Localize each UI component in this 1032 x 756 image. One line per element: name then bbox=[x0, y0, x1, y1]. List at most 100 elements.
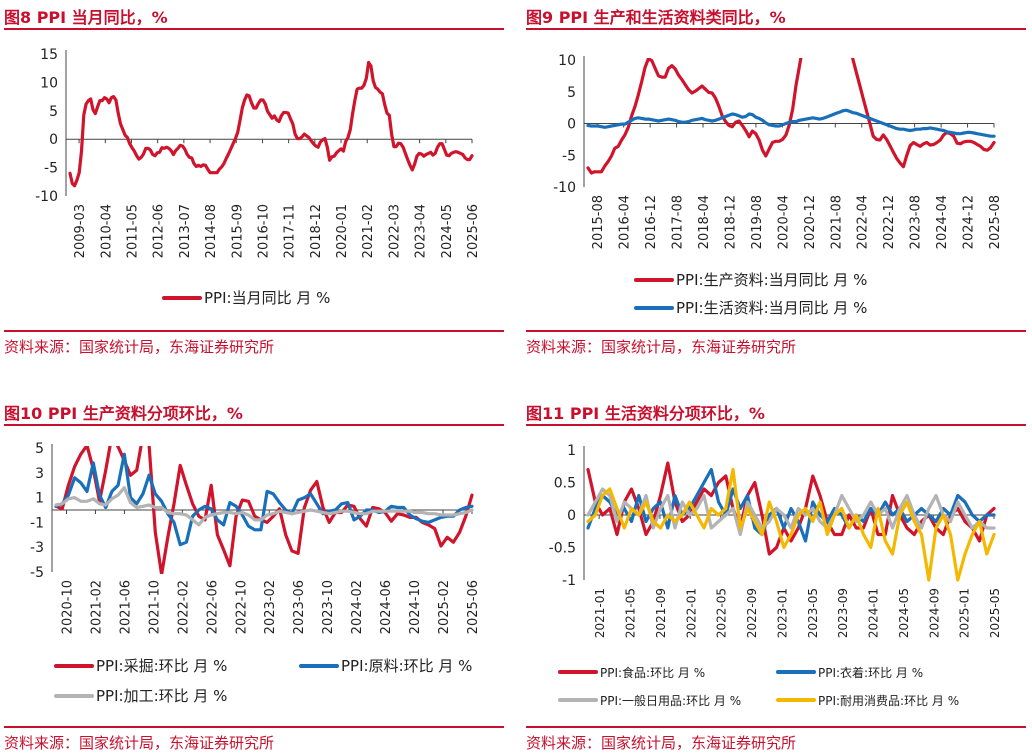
legend-label: PPI:生活资料:当月同比 月 % bbox=[676, 299, 867, 317]
x-tick-label: 2021-05 bbox=[624, 588, 638, 638]
x-tick-label: 2022-10 bbox=[234, 580, 249, 634]
x-tick-label: 2024-02 bbox=[350, 580, 365, 634]
y-tick-label: -5 bbox=[44, 161, 58, 177]
source-rule bbox=[526, 726, 1026, 728]
x-tick-label: 2024-12 bbox=[962, 195, 977, 249]
source-note: 资料来源：国家统计局，东海证券研究所 bbox=[526, 338, 797, 356]
x-tick-label: 2024-04 bbox=[935, 195, 950, 249]
chart-title: 图9 PPI 生产和生活资料类同比，% bbox=[526, 8, 786, 27]
x-tick-label: 2016-10 bbox=[256, 204, 271, 258]
x-tick-label: 2022-02 bbox=[176, 580, 191, 634]
x-tick-label: 2024-01 bbox=[867, 588, 881, 638]
x-tick-label: 2021-02 bbox=[89, 580, 104, 634]
x-tick-label: 2022-04 bbox=[856, 195, 871, 249]
legend-label: PPI:一般日用品:环比 月 % bbox=[600, 693, 741, 708]
y-tick-label: -3 bbox=[30, 540, 44, 556]
y-tick-label: -1 bbox=[30, 515, 44, 531]
x-tick-label: 2021-06 bbox=[118, 580, 133, 634]
x-tick-label: 2010-04 bbox=[99, 204, 114, 258]
x-tick-label: 2011-05 bbox=[125, 204, 140, 258]
chart-panel-production-living-yoy: 图9 PPI 生产和生活资料类同比，% 10 5 0 -5 -10 2015-08 2016… bbox=[526, 2, 1026, 356]
x-tick-label: 2015-08 bbox=[591, 195, 606, 249]
series-line bbox=[586, 58, 996, 175]
x-tick-label: 2024-05 bbox=[897, 588, 911, 638]
x-tick-label: 2023-08 bbox=[909, 195, 924, 249]
x-tick-label: 2018-04 bbox=[697, 195, 712, 249]
source-rule bbox=[4, 330, 504, 332]
y-tick-label: 1 bbox=[567, 443, 576, 459]
x-tick-label: 2016-04 bbox=[618, 195, 633, 249]
x-tick-label: 2025-08 bbox=[988, 195, 1003, 249]
series-line bbox=[54, 452, 474, 547]
chart-title: 图10 PPI 生产资料分项环比，% bbox=[4, 404, 243, 423]
x-tick-label: 2025-02 bbox=[437, 580, 452, 634]
x-tick-label: 2009-03 bbox=[73, 204, 88, 258]
y-tick-label: 10 bbox=[558, 53, 576, 69]
x-tick-label: 2021-08 bbox=[829, 195, 844, 249]
x-tick-label: 2020-12 bbox=[803, 195, 818, 249]
y-tick-label: 0 bbox=[567, 117, 576, 133]
x-tick-label: 2019-08 bbox=[750, 195, 765, 249]
x-tick-label: 2020-04 bbox=[776, 195, 791, 249]
series-line bbox=[68, 60, 474, 188]
y-tick-label: -5 bbox=[562, 148, 576, 164]
title-rule bbox=[4, 424, 504, 426]
series-line bbox=[54, 486, 474, 527]
chart-title: 图8 PPI 当月同比，% bbox=[4, 8, 168, 27]
x-tick-label: 2017-08 bbox=[671, 195, 686, 249]
y-tick-label: 5 bbox=[49, 104, 58, 120]
x-tick-label: 2018-12 bbox=[309, 204, 324, 258]
x-tick-label: 2021-01 bbox=[593, 588, 607, 638]
legend-label: PPI:加工:环比 月 % bbox=[96, 687, 227, 705]
y-tick-label: 3 bbox=[35, 466, 44, 482]
series-line bbox=[586, 487, 996, 537]
y-tick-label: -10 bbox=[35, 189, 58, 205]
y-tick-label: 5 bbox=[35, 441, 44, 457]
legend-label: PPI:衣着:环比 月 % bbox=[818, 665, 923, 680]
y-tick-label: 0 bbox=[567, 508, 576, 524]
x-tick-label: 2022-06 bbox=[205, 580, 220, 634]
y-tick-label: 10 bbox=[40, 75, 58, 91]
chart-panel-living-mom: 图11 PPI 生活资料分项环比，% 1 0.5 0 -0.5 -1 2021-01 202… bbox=[526, 398, 1026, 752]
x-tick-label: 2018-12 bbox=[723, 195, 738, 249]
x-tick-label: 2020-01 bbox=[335, 204, 350, 258]
x-tick-label: 2022-05 bbox=[715, 588, 729, 638]
x-tick-label: 2021-10 bbox=[147, 580, 162, 634]
title-rule bbox=[526, 424, 1026, 426]
legend-label: PPI:生产资料:当月同比 月 % bbox=[676, 271, 867, 289]
x-tick-label: 2014-08 bbox=[204, 204, 219, 258]
y-tick-label: -5 bbox=[30, 565, 44, 581]
x-tick-label: 2022-09 bbox=[745, 588, 759, 638]
x-tick-label: 2017-11 bbox=[283, 204, 298, 258]
x-tick-label: 2021-09 bbox=[654, 588, 668, 638]
y-tick-label: -0.5 bbox=[549, 541, 576, 557]
x-tick-label: 2025-06 bbox=[466, 204, 481, 258]
title-rule bbox=[4, 28, 504, 30]
x-tick-label: 2025-05 bbox=[988, 588, 1002, 638]
source-note: 资料来源：国家统计局，东海证券研究所 bbox=[4, 338, 275, 356]
chart-title: 图11 PPI 生活资料分项环比，% bbox=[526, 404, 765, 423]
x-tick-label: 2012-06 bbox=[152, 204, 167, 258]
x-tick-label: 2022-01 bbox=[684, 588, 698, 638]
x-tick-label: 2024-09 bbox=[927, 588, 941, 638]
series-line bbox=[586, 108, 996, 138]
legend-label: PPI:原料:环比 月 % bbox=[341, 657, 472, 675]
source-rule bbox=[4, 726, 504, 728]
x-tick-label: 2020-10 bbox=[60, 580, 75, 634]
source-note: 资料来源：国家统计局，东海证券研究所 bbox=[4, 734, 275, 752]
series-line bbox=[586, 467, 996, 582]
x-tick-label: 2013-07 bbox=[178, 204, 193, 258]
x-tick-label: 2024-10 bbox=[408, 580, 423, 634]
y-tick-label: 1 bbox=[35, 491, 44, 507]
x-tick-label: 2022-12 bbox=[882, 195, 897, 249]
x-tick-label: 2022-03 bbox=[387, 204, 402, 258]
source-note: 资料来源：国家统计局，东海证券研究所 bbox=[526, 734, 797, 752]
y-tick-label: -1 bbox=[562, 573, 576, 589]
x-tick-label: 2025-01 bbox=[958, 588, 972, 638]
legend-label: PPI:耐用消费品:环比 月 % bbox=[818, 694, 959, 708]
x-tick-label: 2015-09 bbox=[230, 204, 245, 258]
y-tick-label: 0.5 bbox=[554, 476, 576, 492]
x-tick-label: 2024-06 bbox=[379, 580, 394, 634]
title-rule bbox=[526, 28, 1026, 30]
y-tick-label: -10 bbox=[553, 180, 576, 196]
